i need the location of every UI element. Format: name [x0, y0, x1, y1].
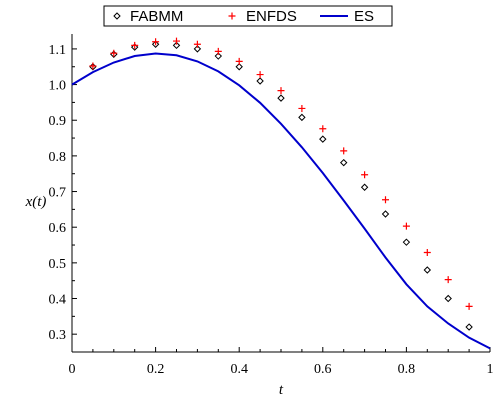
legend-diamond-swatch: [113, 12, 121, 20]
line-es: [71, 52, 491, 350]
legend-entry-fabmm: FABMM: [113, 8, 183, 25]
x-tick-label: 1: [487, 362, 494, 377]
data-point-fabmm: [465, 323, 473, 331]
y-tick-label: 1.1: [49, 43, 67, 58]
data-point-enfds: [423, 249, 431, 257]
legend-label: ENFDS: [246, 8, 297, 25]
data-point-enfds: [173, 37, 180, 45]
data-point-fabmm: [298, 113, 306, 122]
legend-entry-enfds: ENFDS: [228, 8, 297, 25]
data-point-fabmm: [423, 266, 432, 274]
data-point-fabmm: [130, 43, 139, 51]
legend-label: ES: [354, 8, 374, 25]
data-point-fabmm: [402, 238, 411, 246]
y-tick-label: 0.7: [49, 186, 67, 201]
data-point-enfds: [193, 40, 201, 48]
y-tick-label: 0.8: [49, 150, 67, 165]
y-tick-label: 1.0: [49, 79, 67, 94]
series-layer: [71, 37, 491, 350]
y-tick-label: 0.3: [49, 328, 67, 343]
data-point-fabmm: [193, 45, 202, 53]
x-tick-label: 0: [69, 362, 76, 377]
y-tick-label: 0.5: [49, 257, 67, 272]
data-point-fabmm: [214, 52, 223, 60]
data-point-fabmm: [277, 94, 285, 102]
legend-box: [103, 5, 393, 27]
data-point-enfds: [340, 147, 348, 155]
data-point-enfds: [110, 49, 118, 57]
data-point-enfds: [131, 41, 139, 49]
x-tick-label: 0.6: [314, 362, 332, 377]
axes: 0 0.2 0.4 0.6 0.8 1 0.3 0.4 0.5 0.6 0.7 0.8 0.9 1.0 1.…: [49, 34, 494, 377]
x-tick-label: 0.4: [230, 362, 248, 377]
data-point-enfds: [444, 276, 452, 284]
data-point-fabmm: [151, 40, 160, 48]
series-enfds: [89, 37, 473, 310]
data-point-fabmm: [319, 135, 327, 143]
y-tick-label: 0.4: [49, 293, 67, 308]
legend: FABMM ENFDS ES: [103, 5, 393, 27]
data-point-enfds: [361, 171, 369, 179]
data-point-fabmm: [381, 210, 390, 218]
data-point-enfds: [277, 87, 285, 95]
data-point-enfds: [319, 125, 327, 133]
data-point-enfds: [298, 104, 306, 112]
data-point-enfds: [235, 57, 243, 65]
data-point-fabmm: [172, 41, 181, 50]
y-axis-title: x(t): [25, 194, 47, 210]
data-point-fabmm: [256, 77, 264, 85]
data-point-enfds: [214, 47, 222, 55]
series-es: [71, 52, 491, 350]
data-point-enfds: [465, 302, 473, 310]
data-point-enfds: [402, 222, 410, 230]
data-point-enfds: [152, 38, 160, 46]
data-point-enfds: [256, 71, 264, 79]
data-point-fabmm: [235, 63, 243, 71]
series-fabmm: [89, 40, 473, 331]
data-point-fabmm: [339, 158, 348, 167]
data-point-enfds: [382, 196, 389, 204]
data-point-fabmm: [444, 294, 452, 303]
x-tick-label: 0.8: [398, 362, 416, 377]
x-axis-title: t: [279, 382, 284, 398]
data-point-enfds: [89, 62, 97, 70]
legend-label: FABMM: [130, 8, 183, 25]
y-tick-label: 0.6: [49, 221, 67, 236]
x-tick-label: 0.2: [147, 362, 165, 377]
data-point-fabmm: [360, 183, 369, 191]
legend-entry-es: ES: [320, 8, 374, 25]
legend-plus-swatch: [228, 12, 236, 20]
y-tick-label: 0.9: [49, 114, 67, 129]
